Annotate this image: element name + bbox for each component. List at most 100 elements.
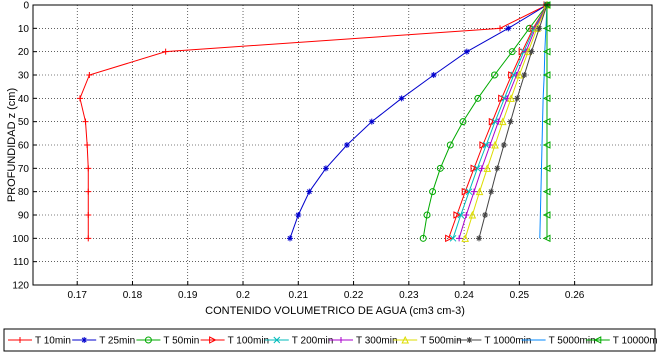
x-tick-label: 0.17 <box>67 290 87 301</box>
legend-item: T 10000min <box>585 336 657 347</box>
series-line <box>539 4 548 239</box>
data-point <box>76 95 83 102</box>
legend-label: T 200min <box>292 336 334 347</box>
data-point <box>479 141 487 149</box>
y-tick-label: 70 <box>18 164 30 175</box>
data-point <box>423 211 431 219</box>
data-point <box>457 211 465 219</box>
data-point <box>542 94 551 103</box>
series-line <box>448 4 548 239</box>
data-point <box>542 234 551 243</box>
series-t-5000min <box>539 4 548 239</box>
data-point <box>495 118 502 125</box>
x-tick-label: 0.18 <box>123 290 143 301</box>
x-tick-label: 0.24 <box>454 290 474 301</box>
data-point <box>490 71 498 79</box>
x-tick-label: 0.21 <box>289 290 309 301</box>
data-point <box>368 118 375 125</box>
data-point <box>401 335 410 344</box>
data-point <box>487 142 494 148</box>
data-point <box>514 95 521 102</box>
data-point <box>343 142 350 148</box>
data-point <box>483 164 492 172</box>
legend-label: T 10min <box>35 336 71 347</box>
data-point <box>508 71 516 79</box>
data-point <box>528 48 535 55</box>
data-point <box>306 188 313 195</box>
y-tick-label: 110 <box>13 257 29 268</box>
data-point <box>144 336 152 344</box>
data-point <box>459 118 467 126</box>
legend-label: T 500min <box>420 336 462 347</box>
data-point <box>542 47 551 56</box>
data-point <box>463 48 470 55</box>
data-point <box>542 117 551 126</box>
data-point <box>463 212 470 218</box>
series-line <box>422 4 548 239</box>
data-point <box>474 94 482 102</box>
legend-item: T 1000min <box>457 336 531 347</box>
data-point <box>17 337 23 343</box>
data-point <box>482 141 490 149</box>
data-point <box>436 164 444 172</box>
data-point <box>449 234 457 242</box>
legend-item: T 10min <box>8 336 71 347</box>
legend-label: T 5000min <box>549 336 596 347</box>
x-tick-label: 0.25 <box>510 290 530 301</box>
legend-label: T 300min <box>356 336 398 347</box>
data-point <box>474 164 481 172</box>
data-point <box>429 188 437 196</box>
data-point <box>542 211 551 219</box>
y-tick-label: 60 <box>18 141 30 152</box>
data-point <box>209 336 217 344</box>
data-point <box>273 336 281 344</box>
data-point <box>525 24 533 32</box>
data-point <box>507 118 514 125</box>
x-tick-label: 0.26 <box>565 290 585 301</box>
y-tick-label: 50 <box>18 117 30 128</box>
plot-frame <box>32 4 653 286</box>
x-tick-label: 0.2 <box>236 290 250 301</box>
data-point <box>593 336 602 344</box>
data-point <box>461 187 470 196</box>
data-point <box>82 118 89 125</box>
data-point <box>507 94 515 102</box>
legend: T 10min T 25min T 50min T 100min T 200min T 3… <box>3 328 657 352</box>
y-tick-label: 80 <box>18 187 30 198</box>
data-point <box>515 70 524 79</box>
data-point <box>488 117 497 126</box>
data-point <box>453 211 462 219</box>
data-point <box>295 212 302 218</box>
data-point <box>398 95 405 102</box>
legend-item: T 100min <box>200 336 269 347</box>
data-point <box>542 71 551 79</box>
y-axis-label: PROFUNDIDAD z (cm) <box>6 88 18 202</box>
data-point <box>491 118 499 126</box>
y-tick-label: 100 <box>12 234 29 245</box>
data-point <box>470 164 479 173</box>
data-point <box>500 142 507 148</box>
data-point <box>456 235 463 242</box>
legend-label: T 1000min <box>484 336 531 347</box>
data-point <box>498 94 506 103</box>
data-point <box>542 187 551 196</box>
data-point <box>542 141 551 149</box>
data-point <box>86 72 93 78</box>
y-tick-label: 30 <box>18 71 30 82</box>
data-point <box>468 210 477 219</box>
x-axis-label: CONTENIDO VOLUMETRICO DE AGUA (cm3 cm-3) <box>205 305 465 317</box>
data-point <box>498 117 507 126</box>
data-point <box>85 212 92 218</box>
data-point <box>84 142 91 148</box>
data-point <box>542 24 551 33</box>
data-point <box>482 212 489 218</box>
data-point <box>419 234 427 242</box>
y-tick-label: 0 <box>23 1 29 12</box>
legend-item: T 300min <box>329 336 398 347</box>
series-t-300min <box>456 2 550 242</box>
data-point <box>494 165 501 172</box>
data-point <box>508 48 516 56</box>
legend-item: T 25min <box>72 336 135 347</box>
series-line <box>464 4 548 239</box>
data-point <box>446 141 454 149</box>
